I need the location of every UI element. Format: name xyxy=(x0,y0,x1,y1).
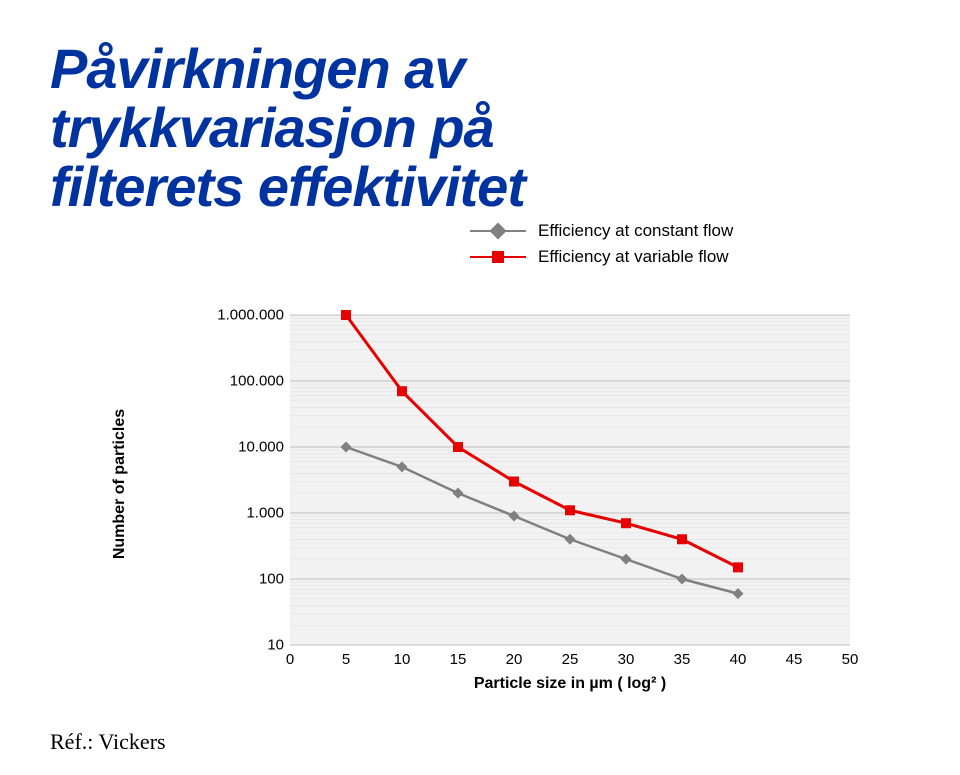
title-line-3: filterets effektivitet xyxy=(50,158,525,217)
y-tick: 100 xyxy=(164,571,284,588)
y-tick: 100.000 xyxy=(164,373,284,390)
x-tick: 15 xyxy=(450,651,467,668)
chart-legend: Efficiency at constant flow Efficiency a… xyxy=(470,215,733,273)
x-tick: 35 xyxy=(674,651,691,668)
x-tick: 30 xyxy=(618,651,635,668)
plot-svg xyxy=(290,315,850,645)
x-tick: 0 xyxy=(286,651,294,668)
y-tick: 10.000 xyxy=(164,439,284,456)
legend-label-variable: Efficiency at variable flow xyxy=(538,247,729,267)
x-tick: 40 xyxy=(730,651,747,668)
y-tick: 1.000.000 xyxy=(164,307,284,324)
x-tick: 25 xyxy=(562,651,579,668)
reference-text: Réf.: Vickers xyxy=(50,729,166,755)
slide-title: Påvirkningen av trykkvariasjon på filter… xyxy=(50,40,930,216)
legend-swatch-variable xyxy=(470,249,526,265)
x-tick: 45 xyxy=(786,651,803,668)
title-line-1: Påvirkningen av xyxy=(50,40,465,99)
x-tick: 50 xyxy=(842,651,859,668)
legend-item-constant: Efficiency at constant flow xyxy=(470,221,733,241)
legend-swatch-constant xyxy=(470,223,526,239)
x-tick: 5 xyxy=(342,651,350,668)
legend-item-variable: Efficiency at variable flow xyxy=(470,247,733,267)
plot-area xyxy=(290,315,850,645)
y-tick: 1.000 xyxy=(164,505,284,522)
x-tick: 10 xyxy=(394,651,411,668)
y-tick: 10 xyxy=(164,637,284,654)
y-axis-label: Number of particles xyxy=(111,384,129,584)
x-tick: 20 xyxy=(506,651,523,668)
chart: Number of particles Particle size in µm … xyxy=(140,315,860,695)
legend-label-constant: Efficiency at constant flow xyxy=(538,221,733,241)
x-axis-label: Particle size in µm ( log² ) xyxy=(290,675,850,693)
title-line-2: trykkvariasjon på xyxy=(50,99,494,158)
slide: Påvirkningen av trykkvariasjon på filter… xyxy=(0,0,960,775)
